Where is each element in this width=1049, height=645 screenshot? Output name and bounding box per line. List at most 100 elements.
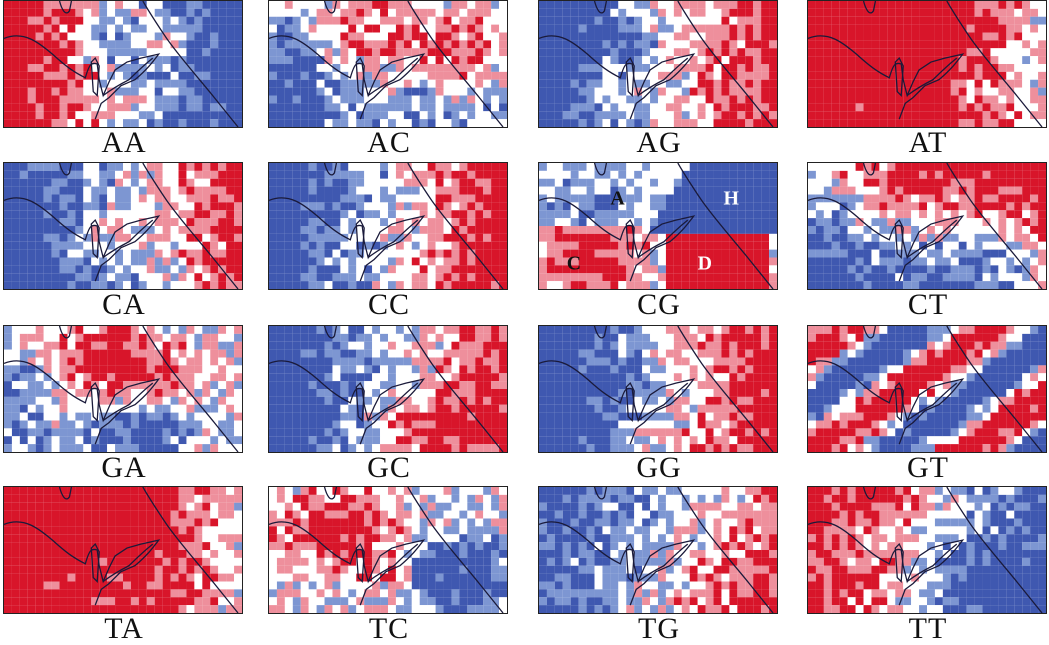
map-outline — [90, 219, 100, 259]
map-outline — [323, 1, 338, 14]
map-gt — [807, 325, 1047, 453]
map-aa — [3, 0, 243, 128]
map-outline — [637, 382, 689, 422]
panel-label-cc: CC — [367, 288, 411, 321]
map-at — [807, 0, 1047, 128]
map-outline — [862, 1, 877, 14]
map-tc — [268, 486, 508, 614]
map-ga — [3, 325, 243, 453]
map-outline — [637, 57, 689, 97]
map-cg: A H C D — [538, 162, 778, 290]
region-label-c: C — [567, 252, 581, 274]
map-ag — [538, 0, 778, 128]
map-tt — [807, 486, 1047, 614]
map-outline — [58, 1, 73, 14]
map-outline — [906, 543, 958, 583]
map-outline — [593, 163, 608, 176]
map-outline — [407, 487, 504, 613]
map-outline — [355, 382, 365, 422]
map-outline — [102, 57, 154, 97]
map-outline — [323, 163, 338, 176]
map-outline — [367, 382, 419, 422]
map-outline — [593, 487, 608, 500]
panel-ac: AC — [265, 0, 508, 158]
map-outline — [58, 326, 73, 339]
panel-label-tt: TT — [908, 612, 948, 645]
map-gc — [268, 325, 508, 453]
map-outline — [58, 163, 73, 176]
panel-label-tg: TG — [638, 612, 680, 645]
map-outline — [862, 487, 877, 500]
map-outline — [637, 219, 689, 259]
map-outline — [946, 487, 1043, 613]
map-outline — [625, 382, 635, 422]
map-outline — [862, 163, 877, 176]
map-outline — [367, 57, 419, 97]
panel-label-ct: CT — [907, 288, 949, 321]
map-outline — [323, 487, 338, 500]
panel-label-tc: TC — [368, 612, 410, 645]
map-tg — [538, 486, 778, 614]
map-outline — [946, 326, 1043, 452]
panel-label-aa: AA — [101, 126, 147, 159]
panel-label-gt: GT — [907, 451, 949, 484]
map-outline — [142, 326, 239, 452]
map-outline — [407, 163, 504, 289]
map-outline — [625, 219, 635, 259]
map-outline — [625, 543, 635, 583]
panel-cg: A H C D CG — [535, 162, 778, 320]
map-outline — [894, 382, 904, 422]
map-outline — [355, 219, 365, 259]
map-outline — [90, 57, 100, 97]
region-label-d: D — [698, 252, 712, 274]
map-cc — [268, 162, 508, 290]
panel-label-ag: AG — [636, 126, 682, 159]
map-outline — [407, 326, 504, 452]
map-outline — [677, 163, 774, 289]
panel-ag: AG — [535, 0, 778, 158]
map-outline — [142, 487, 239, 613]
map-outline — [355, 543, 365, 583]
panel-label-at: AT — [908, 126, 948, 159]
map-outline — [906, 57, 958, 97]
map-ct — [807, 162, 1047, 290]
map-outline — [946, 1, 1043, 127]
panel-gc: GC — [265, 325, 508, 483]
panel-ca: CA — [0, 162, 243, 320]
panel-label-ga: GA — [101, 451, 147, 484]
panel-ta: TA — [0, 486, 243, 644]
panel-ga: GA — [0, 325, 243, 483]
map-outline — [367, 543, 419, 583]
map-outline — [142, 1, 239, 127]
panel-label-cg: CG — [637, 288, 681, 321]
region-label-h: H — [723, 187, 739, 209]
panel-gt: GT — [804, 325, 1047, 484]
panel-tt: TT — [804, 486, 1047, 645]
panel-ct: CT — [804, 162, 1047, 321]
panel-at: AT — [804, 0, 1047, 159]
map-outline — [367, 219, 419, 259]
map-outline — [894, 219, 904, 259]
map-ca — [3, 162, 243, 290]
map-outline — [90, 543, 100, 583]
map-outline — [90, 382, 100, 422]
map-outline — [102, 543, 154, 583]
panel-aa: AA — [0, 0, 243, 158]
panel-label-ca: CA — [102, 288, 146, 321]
map-ta — [3, 486, 243, 614]
panel-label-gg: GG — [636, 451, 682, 484]
map-outline — [593, 1, 608, 14]
map-outline — [677, 487, 774, 613]
region-label-a: A — [610, 187, 625, 209]
map-ac — [268, 0, 508, 128]
map-outline — [407, 1, 504, 127]
map-outline — [906, 219, 958, 259]
map-outline — [862, 326, 877, 339]
map-outline — [102, 219, 154, 259]
panel-tg: TG — [535, 486, 778, 644]
map-outline — [946, 163, 1043, 289]
map-outline — [637, 543, 689, 583]
map-outline — [677, 326, 774, 452]
panel-tc: TC — [265, 486, 508, 644]
